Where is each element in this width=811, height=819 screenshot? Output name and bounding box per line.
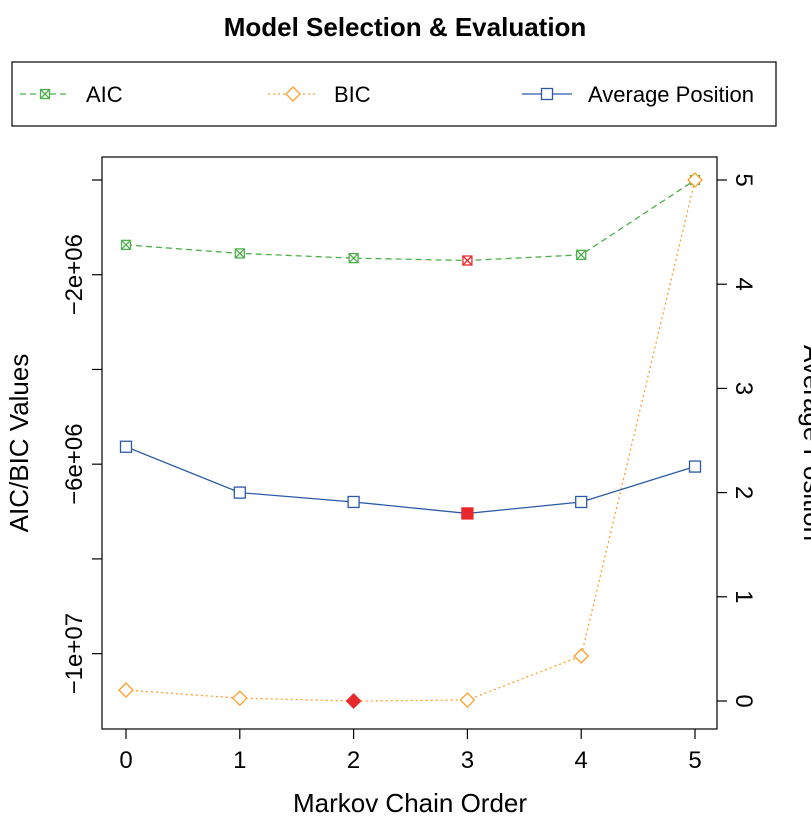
y2-tick-label: 5	[730, 173, 757, 186]
average-position-point	[233, 486, 246, 499]
y2-axis-label: Average Position	[798, 345, 811, 541]
y-axis-label: AIC/BIC Values	[4, 354, 34, 533]
aic-point-cross-b	[121, 239, 131, 250]
x-axis-label: Markov Chain Order	[293, 788, 527, 818]
x-tick-label: 2	[347, 747, 360, 774]
bic-line	[125, 179, 696, 702]
y-tick-label: −6e+06	[61, 423, 88, 504]
average-position-point	[688, 460, 702, 473]
legend-marker-average-position	[540, 87, 554, 101]
chart-title: Model Selection & Evaluation	[224, 12, 587, 42]
bic-point	[573, 648, 590, 664]
legend: AIC BIC Average Position	[11, 61, 777, 127]
legend-label-aic: AIC	[86, 82, 123, 107]
aic-point	[576, 249, 587, 260]
y-tick-label: −1e+07	[61, 613, 88, 694]
aic-line	[125, 179, 696, 262]
legend-marker-aic-cross-b	[40, 89, 50, 99]
aic-point-cross-b	[576, 249, 587, 260]
legend-label-average-position: Average Position	[588, 82, 754, 107]
aic-point	[348, 252, 359, 264]
x-tick-label: 5	[688, 747, 701, 774]
average-position-line	[125, 446, 696, 515]
plot-area	[101, 156, 718, 730]
y-tick-label: −2e+06	[61, 234, 88, 315]
aic-point-cross-b	[234, 248, 245, 259]
x-tick-label: 0	[119, 747, 132, 774]
bic-point	[345, 693, 362, 709]
x-tick-label: 4	[575, 747, 588, 774]
series-layer	[118, 172, 703, 709]
legend-box	[11, 61, 777, 127]
aic-point	[462, 255, 473, 266]
bic-point	[459, 692, 476, 708]
y2-tick-label: 1	[730, 590, 757, 603]
average-position-point	[119, 440, 133, 453]
average-position-point	[461, 507, 474, 520]
bic-point	[231, 690, 248, 707]
legend-marker-aic	[39, 88, 51, 100]
legend-label-bic: BIC	[334, 82, 371, 107]
aic-point	[120, 239, 132, 251]
axes: 0 1 2 3 4 5 −2e+06 −6e+06 −1e+07 0 1 2 3 4 5	[61, 173, 757, 774]
y2-tick-label: 2	[730, 486, 757, 499]
y2-tick-label: 0	[730, 694, 757, 707]
aic-point-cross-b	[462, 255, 473, 266]
bic-point	[687, 172, 703, 188]
x-tick-label: 3	[461, 747, 474, 774]
average-position-point	[575, 495, 588, 509]
bic-point	[118, 682, 134, 699]
average-position-point	[347, 495, 360, 509]
legend-marker-bic	[285, 86, 301, 102]
y2-tick-label: 3	[730, 382, 757, 395]
aic-point-cross-b	[348, 253, 359, 264]
x-tick-label: 1	[233, 747, 246, 774]
y2-tick-label: 4	[730, 278, 757, 291]
aic-point	[234, 248, 245, 259]
